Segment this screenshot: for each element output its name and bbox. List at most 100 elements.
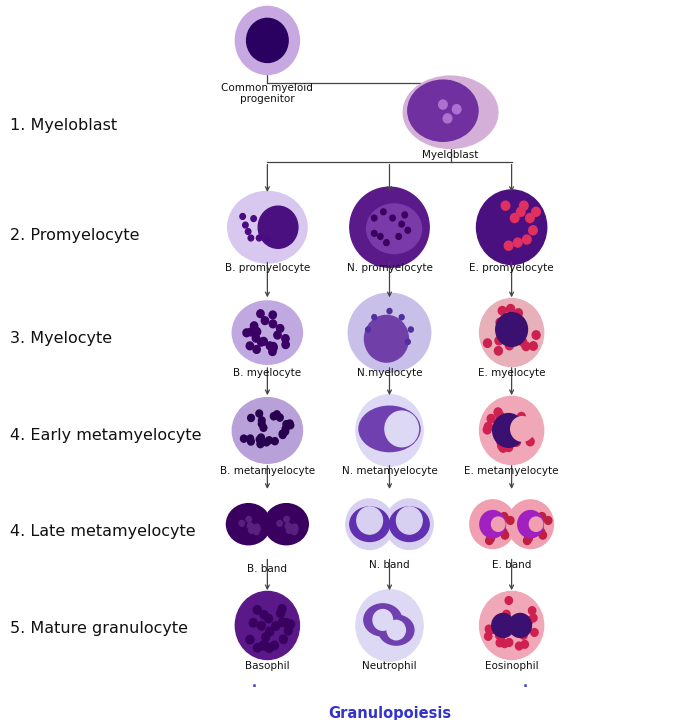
Ellipse shape: [258, 434, 265, 441]
Ellipse shape: [293, 526, 298, 532]
Text: N. promyelocyte: N. promyelocyte: [347, 263, 432, 273]
Ellipse shape: [278, 618, 287, 626]
Ellipse shape: [233, 397, 302, 463]
Ellipse shape: [280, 635, 287, 644]
Ellipse shape: [386, 499, 433, 549]
Ellipse shape: [539, 531, 547, 539]
Ellipse shape: [249, 528, 254, 534]
Ellipse shape: [292, 524, 298, 530]
Ellipse shape: [274, 411, 280, 418]
Ellipse shape: [265, 236, 270, 242]
Ellipse shape: [479, 397, 544, 464]
Ellipse shape: [263, 438, 270, 446]
Ellipse shape: [390, 215, 395, 221]
Ellipse shape: [408, 80, 478, 141]
Ellipse shape: [272, 622, 280, 630]
Ellipse shape: [443, 114, 451, 123]
Ellipse shape: [282, 428, 289, 435]
Ellipse shape: [262, 633, 269, 642]
Ellipse shape: [253, 328, 261, 336]
Ellipse shape: [380, 209, 386, 215]
Text: N. band: N. band: [369, 559, 410, 570]
Ellipse shape: [235, 6, 300, 74]
Ellipse shape: [499, 513, 506, 521]
Ellipse shape: [525, 617, 533, 625]
Text: E. myelocyte: E. myelocyte: [478, 368, 545, 378]
Ellipse shape: [526, 437, 534, 446]
Ellipse shape: [373, 610, 393, 630]
Ellipse shape: [501, 513, 508, 521]
Ellipse shape: [501, 201, 510, 210]
Ellipse shape: [266, 627, 274, 636]
Ellipse shape: [252, 327, 259, 335]
Ellipse shape: [479, 591, 544, 660]
Ellipse shape: [525, 528, 532, 536]
Text: Granulopoiesis: Granulopoiesis: [328, 706, 451, 720]
Ellipse shape: [260, 424, 267, 431]
Ellipse shape: [389, 507, 429, 541]
Text: B. metamyelocyte: B. metamyelocyte: [220, 466, 315, 476]
Text: E. promyelocyte: E. promyelocyte: [469, 263, 554, 273]
Ellipse shape: [266, 342, 274, 350]
Ellipse shape: [518, 338, 527, 346]
Ellipse shape: [492, 613, 514, 637]
Ellipse shape: [521, 641, 529, 648]
Ellipse shape: [259, 420, 265, 428]
Ellipse shape: [486, 625, 492, 633]
Ellipse shape: [278, 605, 286, 613]
Text: B. band: B. band: [248, 564, 287, 574]
Ellipse shape: [503, 611, 510, 618]
Ellipse shape: [507, 305, 514, 313]
Ellipse shape: [507, 420, 515, 429]
Text: 1. Myeloblast: 1. Myeloblast: [10, 119, 117, 133]
Ellipse shape: [505, 639, 513, 647]
Ellipse shape: [484, 423, 492, 431]
Ellipse shape: [248, 235, 254, 241]
Ellipse shape: [253, 328, 261, 336]
Ellipse shape: [521, 426, 529, 433]
Ellipse shape: [501, 323, 510, 331]
Ellipse shape: [487, 528, 495, 536]
Ellipse shape: [257, 441, 264, 448]
Text: N. metamyelocyte: N. metamyelocyte: [341, 466, 437, 476]
Ellipse shape: [246, 636, 254, 644]
Text: Basophil: Basophil: [245, 661, 290, 671]
Ellipse shape: [499, 528, 507, 536]
Ellipse shape: [228, 192, 307, 263]
Ellipse shape: [247, 328, 254, 336]
Ellipse shape: [487, 415, 495, 423]
Ellipse shape: [492, 517, 505, 531]
Ellipse shape: [505, 597, 512, 604]
Ellipse shape: [526, 213, 534, 222]
Ellipse shape: [544, 516, 552, 524]
Ellipse shape: [254, 524, 260, 530]
Ellipse shape: [537, 513, 544, 521]
Ellipse shape: [486, 536, 493, 544]
Ellipse shape: [522, 342, 530, 351]
Ellipse shape: [514, 309, 523, 318]
Ellipse shape: [399, 221, 404, 227]
Ellipse shape: [235, 591, 300, 660]
Ellipse shape: [484, 632, 492, 640]
Ellipse shape: [385, 411, 419, 446]
Ellipse shape: [269, 311, 276, 319]
Ellipse shape: [529, 607, 536, 615]
Ellipse shape: [285, 523, 291, 528]
Ellipse shape: [251, 216, 256, 222]
Ellipse shape: [479, 299, 544, 366]
Ellipse shape: [515, 317, 523, 325]
Ellipse shape: [397, 507, 422, 534]
Ellipse shape: [484, 339, 491, 347]
Ellipse shape: [276, 609, 285, 618]
Ellipse shape: [256, 410, 263, 417]
Ellipse shape: [252, 334, 260, 342]
Ellipse shape: [509, 613, 531, 637]
Ellipse shape: [259, 417, 265, 424]
Ellipse shape: [517, 413, 525, 421]
Ellipse shape: [239, 521, 244, 526]
Ellipse shape: [505, 443, 513, 451]
Text: 2. Promyelocyte: 2. Promyelocyte: [10, 228, 139, 243]
Ellipse shape: [497, 438, 505, 447]
Ellipse shape: [512, 438, 521, 446]
Ellipse shape: [276, 325, 284, 333]
